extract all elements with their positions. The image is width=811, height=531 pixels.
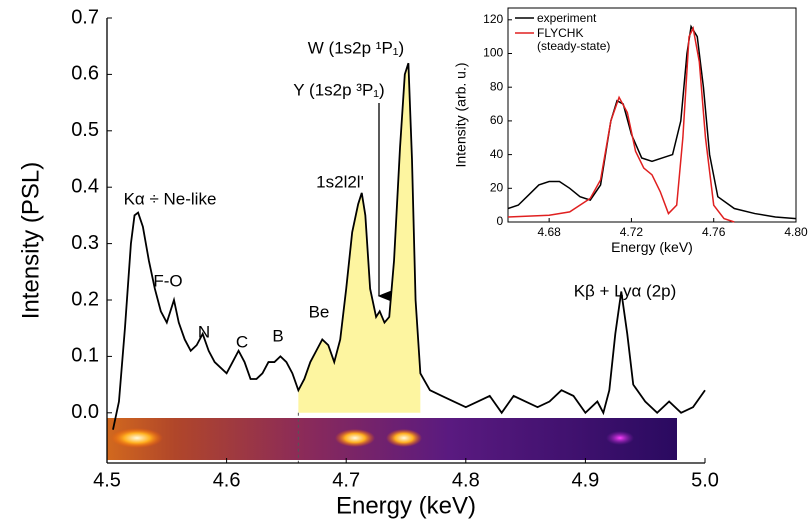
x-tick-label: 4.8 — [452, 469, 480, 491]
y-tick-label: 40 — [490, 147, 504, 161]
x-axis-label: Energy (keV) — [336, 492, 476, 519]
legend-label: FLYCHK (steady-state) — [537, 27, 627, 53]
x-tick-label: 4.76 — [702, 225, 726, 239]
y-tick-label: 60 — [490, 113, 504, 127]
y-tick-label: 0.4 — [71, 175, 99, 197]
y-tick-label: 120 — [483, 12, 503, 26]
x-tick-label: 4.72 — [620, 225, 644, 239]
x-tick-label: 4.6 — [213, 469, 241, 491]
annotation: C — [236, 332, 248, 351]
annotation: Y (1s2p ³P₁) — [293, 80, 384, 99]
x-tick-label: 4.68 — [537, 225, 561, 239]
chart: 4.5 4.6 4.7 4.8 4.9 5.0 0.0 0.1 0.2 0.3 0.4 0.5 0.6 0… — [0, 0, 811, 531]
x-tick-label: 4.7 — [332, 469, 360, 491]
x-tick-label: 4.9 — [571, 469, 599, 491]
annotation: Be — [309, 302, 330, 321]
legend-label: experiment — [537, 12, 627, 25]
detector-image — [107, 418, 677, 460]
y-tick-label: 0 — [497, 214, 504, 228]
annotation: Kβ + Lyα (2p) — [574, 281, 677, 300]
annotation: Kα ÷ Ne-like — [124, 189, 217, 208]
annotation: F-O — [153, 271, 182, 290]
annotation: 1s2l2l' — [316, 172, 364, 191]
x-tick-label: 4.80 — [784, 225, 808, 239]
line — [508, 27, 796, 219]
annotation: N — [198, 322, 210, 341]
y-tick-label: 20 — [490, 180, 504, 194]
y-tick-label: 0.2 — [71, 288, 99, 310]
y-tick-label: 0.1 — [71, 345, 99, 367]
y-tick-label: 0.7 — [71, 6, 99, 28]
y-tick-label: 0.6 — [71, 63, 99, 85]
page: 4.5 4.6 4.7 4.8 4.9 5.0 0.0 0.1 0.2 0.3 0.4 0.5 0.6 0… — [0, 0, 811, 531]
y-tick-label: 0.3 — [71, 232, 99, 254]
y-tick-label: 0.0 — [71, 401, 99, 423]
y-tick-label: 0.5 — [71, 119, 99, 141]
inset-plot: 4.68 4.72 4.76 4.80 0 20 40 60 80 100 120 Energy (k… — [453, 8, 808, 255]
x-tick-label: 4.5 — [93, 469, 121, 491]
y-tick-label: 100 — [483, 46, 503, 60]
y-tick-label: 80 — [490, 79, 504, 93]
y-axis-label: Intensity (PSL) — [17, 162, 44, 319]
x-tick-label: 5.0 — [691, 469, 719, 491]
annotation: B — [272, 326, 283, 345]
y-axis-label: Intensity (arb. u.) — [453, 62, 469, 167]
x-axis-label: Energy (keV) — [611, 239, 693, 255]
annotation: W (1s2p ¹P₁) — [308, 38, 404, 57]
